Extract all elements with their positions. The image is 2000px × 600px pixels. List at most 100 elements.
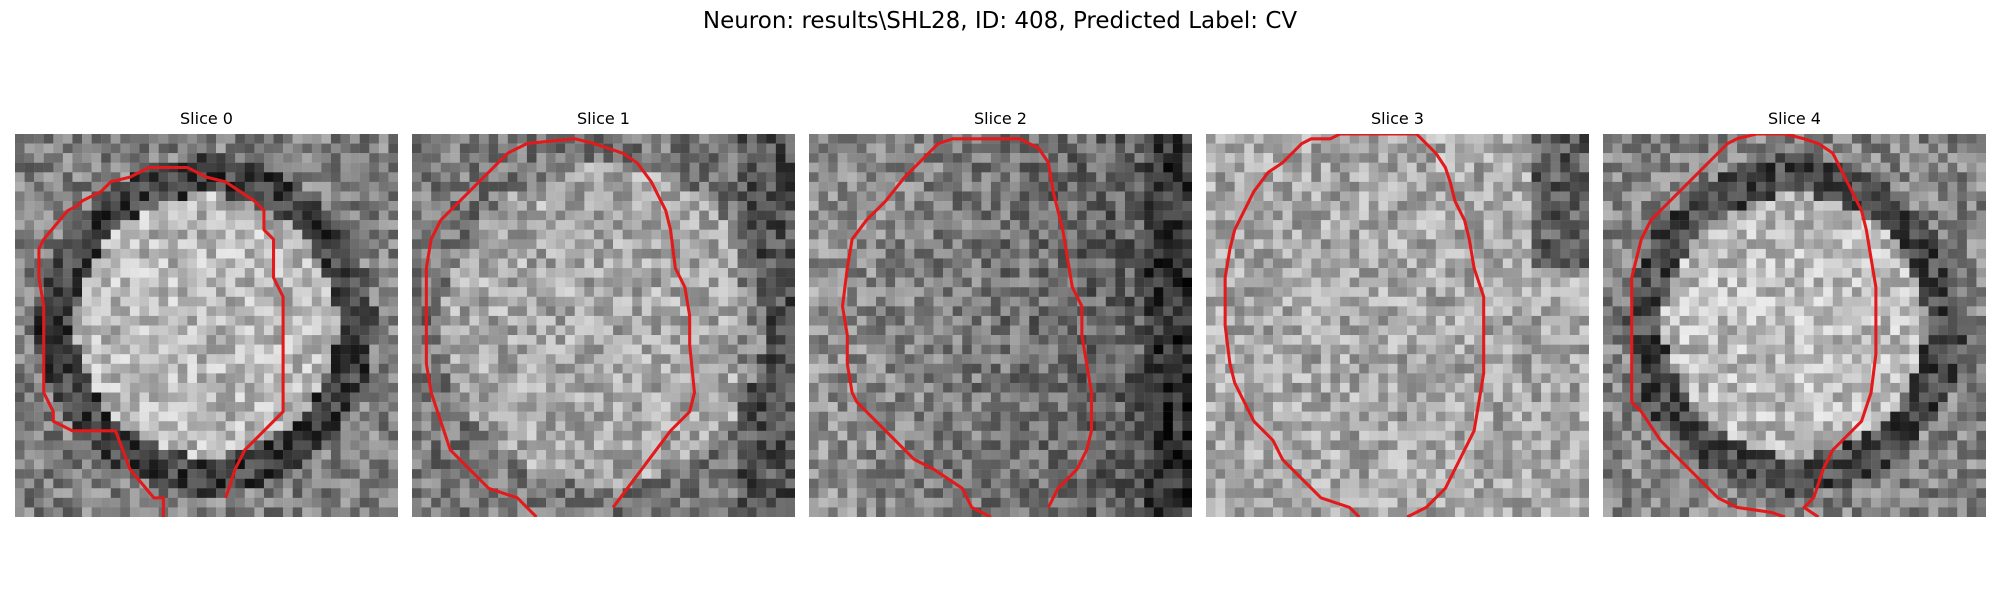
pixel	[1182, 306, 1192, 317]
pixel	[546, 296, 556, 307]
pixel	[526, 411, 537, 422]
slice-title-2: Slice 2	[974, 109, 1027, 128]
pixel	[837, 287, 848, 297]
pixel	[1077, 248, 1087, 259]
pixel	[680, 315, 690, 326]
pixel	[479, 325, 489, 336]
pixel	[388, 258, 398, 269]
pixel	[1182, 402, 1192, 412]
pixel	[283, 181, 293, 192]
pixel	[129, 239, 140, 250]
pixel	[1144, 335, 1154, 345]
pixel	[775, 373, 786, 384]
pixel	[431, 411, 441, 422]
pixel	[110, 258, 121, 269]
pixel	[962, 363, 972, 374]
pixel	[584, 440, 595, 451]
pixel	[43, 315, 54, 326]
pixel	[660, 306, 671, 317]
pixel	[24, 143, 35, 154]
pixel	[254, 268, 265, 278]
pixel	[1077, 258, 1087, 269]
pixel	[254, 210, 265, 221]
pixel	[321, 402, 332, 412]
pixel	[1134, 430, 1145, 441]
pixel	[1454, 162, 1465, 173]
pixel	[699, 248, 710, 259]
pixel	[1153, 296, 1164, 307]
pixel	[1077, 153, 1087, 163]
pixel	[737, 162, 748, 173]
pixel	[952, 191, 963, 202]
pixel	[1096, 181, 1107, 192]
pixel	[369, 459, 380, 470]
pixel	[177, 315, 188, 326]
pixel	[785, 181, 795, 192]
pixel	[292, 497, 303, 508]
pixel	[962, 229, 972, 240]
pixel	[603, 497, 614, 508]
pixel	[818, 268, 829, 278]
pixel	[1038, 201, 1049, 211]
pixel	[1531, 143, 1542, 154]
pixel	[440, 201, 451, 211]
pixel	[526, 335, 537, 345]
pixel	[263, 287, 274, 297]
pixel	[1029, 268, 1039, 278]
pixel	[593, 181, 604, 192]
pixel	[311, 181, 322, 192]
pixel	[584, 306, 595, 317]
pixel	[24, 411, 35, 422]
pixel	[369, 162, 380, 173]
pixel	[158, 153, 169, 163]
pixel	[62, 382, 73, 393]
pixel	[1029, 382, 1039, 393]
pixel	[1048, 449, 1059, 460]
pixel	[952, 421, 963, 432]
pixel	[837, 153, 848, 163]
pixel	[225, 210, 236, 221]
pixel	[488, 402, 499, 412]
pixel	[369, 239, 380, 250]
pixel	[699, 181, 710, 192]
pixel	[708, 354, 719, 364]
pixel	[43, 210, 54, 221]
pixel	[818, 440, 829, 451]
pixel	[923, 507, 934, 517]
pixel	[488, 469, 499, 479]
pixel	[775, 162, 786, 173]
pixel	[244, 258, 255, 269]
pixel	[440, 239, 451, 250]
pixel	[24, 335, 35, 345]
pixel	[1182, 191, 1192, 202]
pixel	[584, 354, 595, 364]
pixel	[1038, 181, 1049, 192]
pixel	[187, 411, 198, 422]
pixel	[1292, 162, 1302, 173]
pixel	[613, 258, 623, 269]
pixel	[1153, 392, 1164, 403]
pixel	[641, 440, 652, 451]
pixel	[110, 373, 121, 384]
pixel	[292, 181, 303, 192]
pixel	[330, 315, 341, 326]
pixel	[450, 507, 461, 517]
pixel	[507, 143, 518, 154]
pixel	[756, 478, 767, 489]
pixel	[369, 382, 380, 393]
pixel	[593, 449, 604, 460]
pixel	[369, 497, 380, 508]
pixel	[1038, 382, 1049, 393]
pixel	[660, 239, 671, 250]
pixel	[766, 430, 777, 441]
pixel	[24, 172, 35, 183]
pixel	[1569, 143, 1580, 154]
pixel	[933, 134, 944, 144]
pixel	[1096, 421, 1107, 432]
pixel	[378, 296, 389, 307]
pixel	[235, 181, 245, 192]
pixel	[574, 162, 585, 173]
pixel	[603, 172, 614, 183]
pixel	[856, 258, 867, 269]
pixel	[1057, 440, 1068, 451]
